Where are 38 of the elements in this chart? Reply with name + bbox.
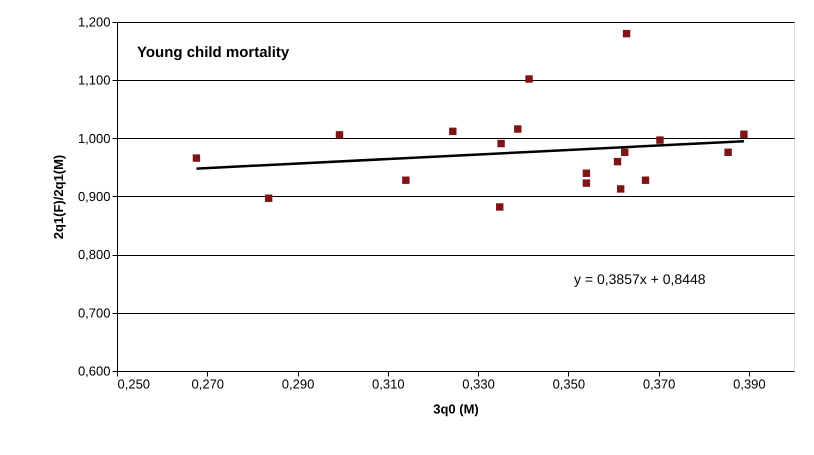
x-tick-label: 0,370 — [642, 376, 676, 392]
x-tick-label: 0,250 — [118, 376, 150, 392]
point — [621, 148, 628, 156]
point — [616, 185, 624, 193]
point — [724, 148, 732, 156]
x-tick-label: 0,390 — [733, 376, 766, 392]
annotation: y = 0,3857x + 0,8448 — [574, 271, 706, 287]
x-tick-label: 0,330 — [462, 376, 495, 392]
y-tick-label: 0,900 — [78, 189, 110, 204]
point — [642, 176, 650, 184]
y-tick-label: 0,800 — [78, 247, 110, 262]
point — [336, 131, 344, 139]
point — [449, 128, 456, 136]
point — [622, 30, 630, 38]
x-tick-label: 0,290 — [282, 376, 314, 392]
point — [656, 136, 664, 144]
y-tick-label: 0,600 — [78, 364, 110, 378]
y-tick-label: 1,200 — [78, 14, 110, 30]
point — [740, 130, 748, 138]
point — [192, 154, 200, 162]
point — [582, 170, 590, 177]
x-axis-title: 3q0 (M) — [433, 402, 479, 416]
point — [496, 203, 504, 211]
point — [402, 176, 410, 184]
point — [525, 75, 533, 83]
point — [614, 158, 622, 166]
x-tick-label: 0,350 — [552, 376, 586, 392]
point — [514, 125, 522, 133]
y-tick-label: 1,100 — [78, 72, 110, 88]
x-tick-label: 0,310 — [372, 376, 405, 392]
y-axis-title: 2q1(F)/2q1(M) — [50, 154, 66, 240]
y-tick-label: 1,000 — [78, 130, 110, 146]
point — [582, 179, 590, 187]
y-tick-label: 0,700 — [78, 305, 110, 320]
x-tick-label: 0,270 — [191, 376, 224, 392]
point — [497, 140, 505, 148]
text: Young child mortality — [137, 44, 290, 61]
point — [264, 194, 272, 202]
